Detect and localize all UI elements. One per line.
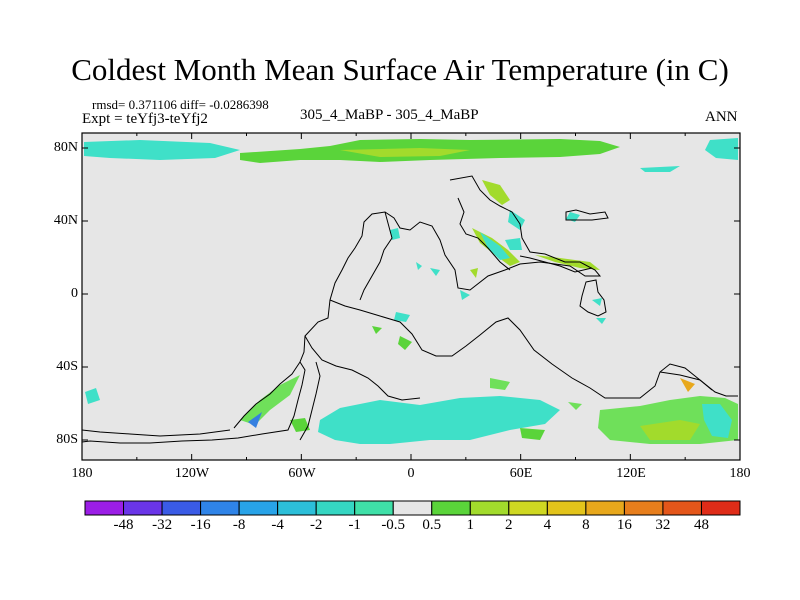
colorbar-label: 48 xyxy=(694,517,709,533)
lon-label-180w: 180 xyxy=(71,466,93,481)
colorbar-box xyxy=(200,500,240,516)
colorbar xyxy=(84,500,741,516)
colorbar-box xyxy=(508,500,548,516)
colorbar-box xyxy=(700,500,741,516)
colorbar-box xyxy=(585,500,625,516)
colorbar-box xyxy=(123,500,163,516)
lon-label-120w: 120W xyxy=(174,466,210,481)
coastlines xyxy=(81,175,738,444)
colorbar-box xyxy=(161,500,202,516)
colorbar-label: -32 xyxy=(152,517,173,533)
stats-line: rmsd= 0.371106 diff= -0.0286398 xyxy=(92,97,269,112)
colorbar-label: 8 xyxy=(582,517,590,533)
colorbar-label: -16 xyxy=(190,517,211,533)
colorbar-label: 1 xyxy=(466,517,475,533)
colorbar-box xyxy=(431,500,471,516)
colorbar-label: 32 xyxy=(655,517,671,533)
colorbar-label: 2 xyxy=(505,517,513,533)
map-panel xyxy=(81,132,741,461)
colorbar-label: -1 xyxy=(348,517,361,533)
lon-label-120e: 120E xyxy=(616,466,646,481)
lat-label-80s: 80S xyxy=(56,432,78,447)
lon-label-60e: 60E xyxy=(509,466,533,481)
colorbar-box xyxy=(354,500,394,516)
colorbar-label: -4 xyxy=(271,517,284,533)
lat-label-40n: 40N xyxy=(53,213,78,228)
colorbar-box xyxy=(84,500,125,516)
colorbar-box xyxy=(238,500,279,516)
colorbar-label: 16 xyxy=(616,517,632,533)
colorbar-box xyxy=(623,500,664,516)
colorbar-box xyxy=(315,500,356,516)
lon-label-180e: 180 xyxy=(729,466,751,481)
lon-label-60w: 60W xyxy=(288,466,316,481)
colorbar-box xyxy=(662,500,702,516)
colorbar-box xyxy=(469,500,510,516)
colorbar-label: 0.5 xyxy=(422,517,442,533)
experiment-line: Expt = teYfj3-teYfj2 xyxy=(82,111,208,127)
lat-label-80n: 80N xyxy=(53,140,78,155)
season-label: ANN xyxy=(705,109,738,125)
colorbar-box xyxy=(546,500,587,516)
lat-label-40s: 40S xyxy=(56,359,78,374)
axis-ticks xyxy=(81,133,741,460)
colorbar-label: -0.5 xyxy=(381,517,406,533)
map-title: Coldest Month Mean Surface Air Temperatu… xyxy=(71,52,729,87)
lon-label-0: 0 xyxy=(407,466,415,481)
south-anomaly-band xyxy=(85,375,738,444)
colorbar-label: -8 xyxy=(232,517,246,533)
case-line: 305_4_MaBP - 305_4_MaBP xyxy=(300,107,479,123)
colorbar-box xyxy=(392,500,433,516)
north-anomaly-band xyxy=(84,138,738,172)
colorbar-box xyxy=(277,500,317,516)
colorbar-label: -48 xyxy=(113,517,134,533)
colorbar-label: -2 xyxy=(309,517,323,533)
colorbar-label: 4 xyxy=(543,517,552,533)
lat-label-0: 0 xyxy=(71,286,78,301)
